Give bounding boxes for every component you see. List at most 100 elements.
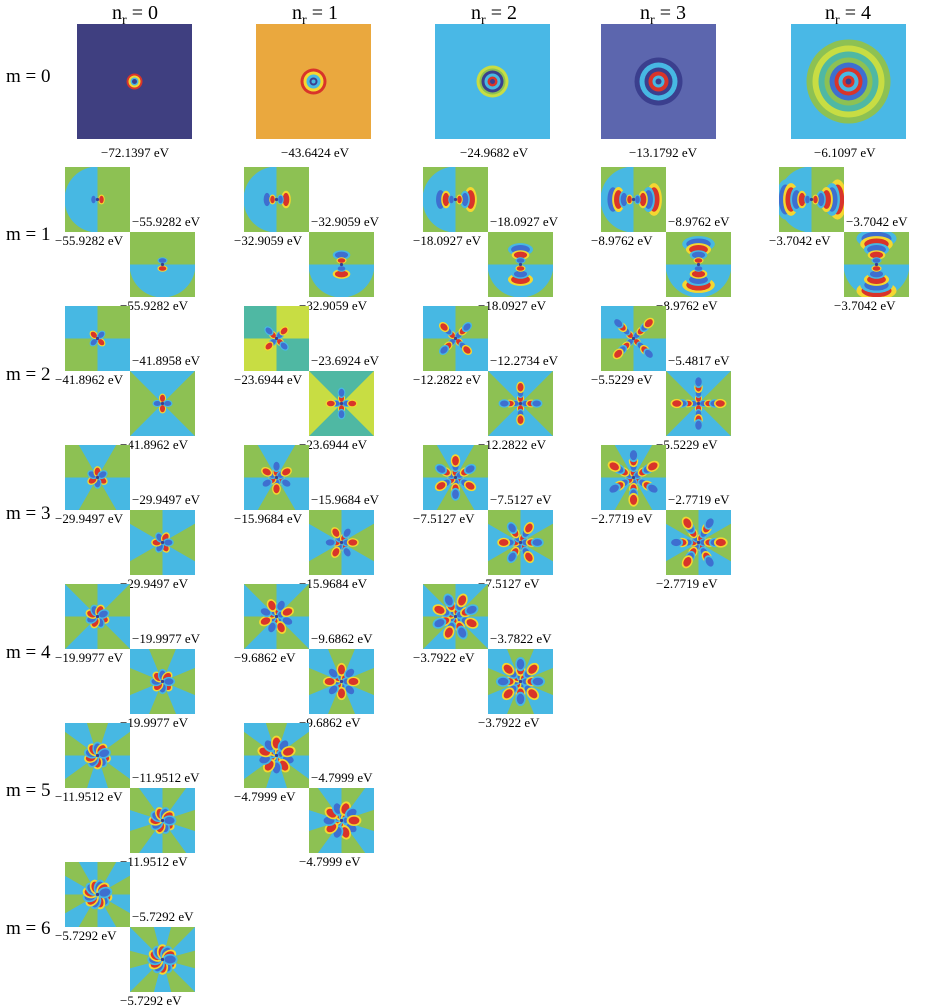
energy-label-m4-nr2-second: −3.7822 eV bbox=[490, 631, 552, 646]
orbital-plot-m6-nr0-a bbox=[65, 862, 130, 927]
orbital-plot-m5-nr1-a bbox=[244, 723, 309, 788]
energy-label-m5-nr1-second: −4.7999 eV bbox=[311, 770, 373, 785]
row-label-m3: m = 3 bbox=[6, 503, 51, 524]
header-variable: n bbox=[292, 2, 303, 24]
orbital-plot-m3-nr3-b bbox=[666, 510, 731, 575]
energy-label-m3-nr2-first: −7.5127 eV bbox=[478, 576, 540, 591]
energy-label-m2-nr2-first: −12.2822 eV bbox=[478, 437, 546, 452]
header-subscript: r bbox=[650, 13, 655, 28]
header-variable: n bbox=[640, 2, 651, 24]
energy-label-m0-nr4: −6.1097 eV bbox=[814, 145, 876, 160]
energy-label-m2-nr2-second: −12.2734 eV bbox=[490, 353, 558, 368]
energy-label-m0-nr0: −72.1397 eV bbox=[101, 145, 169, 160]
energy-label-m2-nr3-first: −5.5229 eV bbox=[656, 437, 718, 452]
energy-label-m1-nr1-first: −32.9059 eV bbox=[299, 298, 367, 313]
energy-label-m2-nr0-first: −41.8962 eV bbox=[120, 437, 188, 452]
orbital-plot-m2-nr2-b bbox=[488, 371, 553, 436]
energy-label-m1-nr4-first: −3.7042 eV bbox=[769, 233, 831, 248]
energy-label-m3-nr0-second: −29.9497 eV bbox=[132, 492, 200, 507]
orbital-plot-m2-nr0-a bbox=[65, 306, 130, 371]
energy-label-m1-nr0-first: −55.9282 eV bbox=[120, 298, 188, 313]
orbital-plot-m3-nr2-b bbox=[488, 510, 553, 575]
energy-label-m1-nr2-second: −18.0927 eV bbox=[490, 214, 558, 229]
energy-label-m1-nr3-first: −8.9762 eV bbox=[656, 298, 718, 313]
energy-label-m2-nr0-second: −41.8958 eV bbox=[132, 353, 200, 368]
orbital-plot-m5-nr1-b bbox=[309, 788, 374, 853]
orbital-plot-m1-nr0-b bbox=[130, 232, 195, 297]
energy-label-m4-nr1-second: −9.6862 eV bbox=[311, 631, 373, 646]
energy-label-m0-nr3: −13.1792 eV bbox=[629, 145, 697, 160]
energy-label-m1-nr0-second: −55.9282 eV bbox=[132, 214, 200, 229]
orbital-plot-m1-nr4-b bbox=[844, 232, 909, 297]
orbital-plot-m2-nr2-a bbox=[423, 306, 488, 371]
orbital-plot-m5-nr0-a bbox=[65, 723, 130, 788]
energy-label-m1-nr0-first: −55.9282 eV bbox=[55, 233, 123, 248]
orbital-plot-m1-nr0-a bbox=[65, 167, 130, 232]
energy-label-m1-nr4-second: −3.7042 eV bbox=[846, 214, 908, 229]
orbital-plot-m0-nr0 bbox=[77, 24, 192, 139]
header-value: = 1 bbox=[306, 2, 338, 24]
energy-label-m3-nr1-first: −15.9684 eV bbox=[234, 511, 302, 526]
orbital-plot-m4-nr2-b bbox=[488, 649, 553, 714]
orbital-plot-m3-nr1-a bbox=[244, 445, 309, 510]
energy-label-m2-nr3-first: −5.5229 eV bbox=[591, 372, 653, 387]
orbital-plot-m3-nr1-b bbox=[309, 510, 374, 575]
energy-label-m6-nr0-second: −5.7292 eV bbox=[132, 909, 194, 924]
orbital-plot-m1-nr1-a bbox=[244, 167, 309, 232]
energy-label-m2-nr1-first: −23.6944 eV bbox=[234, 372, 302, 387]
orbital-plot-m4-nr0-a bbox=[65, 584, 130, 649]
energy-label-m6-nr0-first: −5.7292 eV bbox=[55, 928, 117, 943]
column-header-nr-2: nr = 2 bbox=[471, 2, 517, 29]
header-variable: n bbox=[825, 2, 836, 24]
orbital-plot-m2-nr3-b bbox=[666, 371, 731, 436]
orbital-plot-m1-nr2-b bbox=[488, 232, 553, 297]
energy-label-m4-nr2-first: −3.7922 eV bbox=[413, 650, 475, 665]
energy-label-m5-nr0-first: −11.9512 eV bbox=[120, 854, 188, 869]
energy-label-m3-nr3-first: −2.7719 eV bbox=[656, 576, 718, 591]
energy-label-m6-nr0-first: −5.7292 eV bbox=[120, 993, 182, 1008]
energy-label-m0-nr2: −24.9682 eV bbox=[460, 145, 528, 160]
orbital-plot-m2-nr1-b bbox=[309, 371, 374, 436]
orbital-plot-m2-nr3-a bbox=[601, 306, 666, 371]
energy-label-m3-nr3-first: −2.7719 eV bbox=[591, 511, 653, 526]
row-label-m2: m = 2 bbox=[6, 364, 51, 385]
orbital-plot-m5-nr0-b bbox=[130, 788, 195, 853]
row-label-m0: m = 0 bbox=[6, 66, 51, 87]
header-subscript: r bbox=[122, 13, 127, 28]
energy-label-m5-nr0-second: −11.9512 eV bbox=[132, 770, 200, 785]
orbital-plot-m0-nr4 bbox=[791, 24, 906, 139]
header-subscript: r bbox=[835, 13, 840, 28]
header-subscript: r bbox=[302, 13, 307, 28]
column-header-nr-0: nr = 0 bbox=[112, 2, 158, 29]
energy-label-m5-nr0-first: −11.9512 eV bbox=[55, 789, 123, 804]
header-value: = 2 bbox=[485, 2, 517, 24]
orbital-plot-m2-nr1-a bbox=[244, 306, 309, 371]
energy-label-m1-nr2-first: −18.0927 eV bbox=[413, 233, 481, 248]
header-value: = 4 bbox=[839, 2, 871, 24]
energy-label-m4-nr0-first: −19.9977 eV bbox=[120, 715, 188, 730]
energy-label-m2-nr1-first: −23.6944 eV bbox=[299, 437, 367, 452]
orbital-plot-m0-nr1 bbox=[256, 24, 371, 139]
energy-label-m1-nr1-second: −32.9059 eV bbox=[311, 214, 379, 229]
energy-label-m1-nr3-first: −8.9762 eV bbox=[591, 233, 653, 248]
orbital-plot-m4-nr2-a bbox=[423, 584, 488, 649]
row-label-m5: m = 5 bbox=[6, 780, 51, 801]
column-header-nr-4: nr = 4 bbox=[825, 2, 871, 29]
energy-label-m1-nr2-first: −18.0927 eV bbox=[478, 298, 546, 313]
row-label-m4: m = 4 bbox=[6, 642, 51, 663]
energy-label-m2-nr3-second: −5.4817 eV bbox=[668, 353, 730, 368]
energy-label-m3-nr1-first: −15.9684 eV bbox=[299, 576, 367, 591]
energy-label-m2-nr0-first: −41.8962 eV bbox=[55, 372, 123, 387]
column-header-nr-3: nr = 3 bbox=[640, 2, 686, 29]
header-variable: n bbox=[471, 2, 482, 24]
energy-label-m3-nr2-first: −7.5127 eV bbox=[413, 511, 475, 526]
orbital-plot-m0-nr3 bbox=[601, 24, 716, 139]
column-header-nr-1: nr = 1 bbox=[292, 2, 338, 29]
orbital-plot-m1-nr4-a bbox=[779, 167, 844, 232]
header-value: = 3 bbox=[654, 2, 686, 24]
orbital-plot-m4-nr1-b bbox=[309, 649, 374, 714]
energy-label-m3-nr2-second: −7.5127 eV bbox=[490, 492, 552, 507]
energy-label-m4-nr0-second: −19.9977 eV bbox=[132, 631, 200, 646]
energy-label-m4-nr2-first: −3.7922 eV bbox=[478, 715, 540, 730]
orbital-plot-m1-nr3-b bbox=[666, 232, 731, 297]
